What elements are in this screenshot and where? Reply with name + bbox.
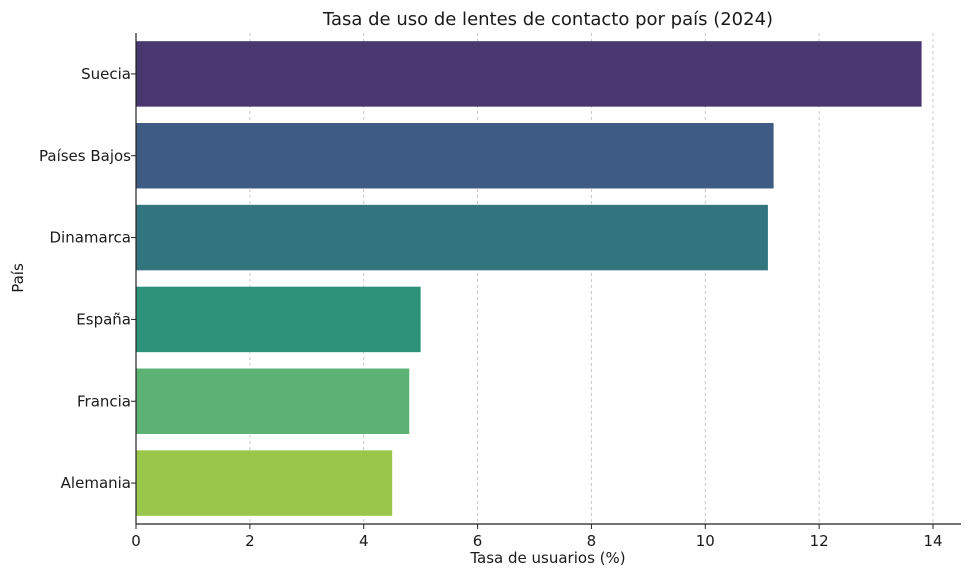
x-axis-label: Tasa de usuarios (%) — [469, 549, 625, 567]
y-tick-label: Francia — [77, 392, 131, 410]
bar — [136, 123, 774, 189]
x-tick-label: 6 — [473, 532, 483, 550]
bars — [136, 41, 922, 516]
y-tick-label: Países Bajos — [39, 147, 131, 165]
y-ticks: Suecia Países Bajos Dinamarca España Francia… — [39, 65, 136, 492]
grid — [249, 33, 934, 524]
y-tick-label: Alemania — [61, 474, 131, 492]
chart-title: Tasa de uso de lentes de contacto por pa… — [322, 9, 773, 30]
bar — [136, 286, 421, 353]
y-tick-label: Dinamarca — [50, 229, 132, 247]
x-tick-label: 0 — [131, 532, 141, 550]
y-tick-label: España — [76, 310, 131, 328]
x-tick-label: 14 — [923, 532, 942, 550]
x-tick-label: 2 — [245, 532, 255, 550]
x-ticks: 0 2 4 6 8 10 12 14 — [131, 524, 943, 550]
bar — [136, 450, 393, 516]
bar — [136, 41, 922, 107]
x-tick-label: 10 — [696, 532, 715, 550]
bar — [136, 368, 410, 434]
y-tick-label: Suecia — [81, 65, 131, 83]
x-tick-label: 12 — [810, 532, 829, 550]
axes — [135, 33, 961, 525]
y-axis-label: País — [9, 263, 27, 293]
x-tick-label: 8 — [587, 532, 597, 550]
x-tick-label: 4 — [359, 532, 369, 550]
bar — [136, 204, 768, 271]
